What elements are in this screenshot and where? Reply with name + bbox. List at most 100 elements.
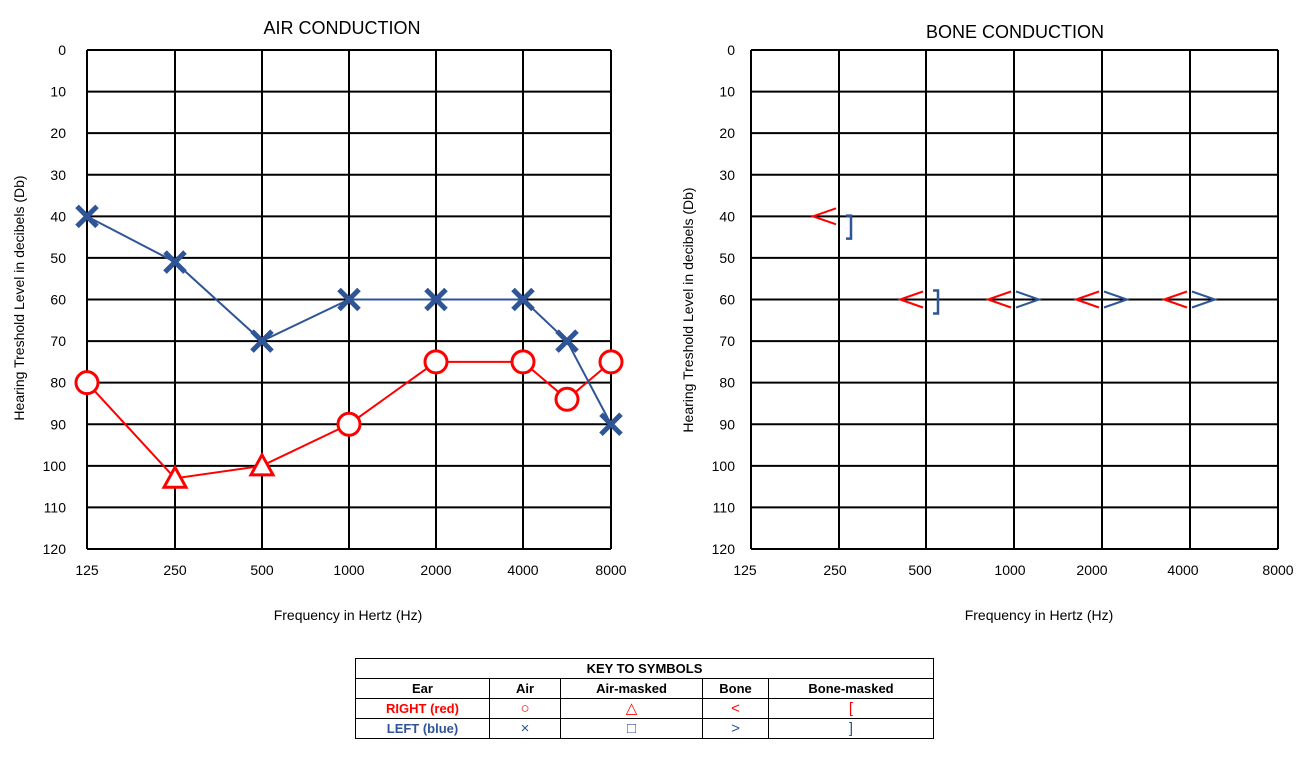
bone-marker-right-bone	[1072, 290, 1100, 309]
air-point-circle	[510, 349, 536, 375]
bone-marker-right-bone	[809, 207, 837, 226]
key-left-bone-masked-symbol: ]	[768, 718, 934, 739]
bone-y-tick-label: 70	[719, 333, 735, 349]
bone-marker-right-bone	[1160, 290, 1188, 309]
bone-y-tick-label: 0	[727, 42, 735, 58]
key-left-air-symbol: ×	[489, 718, 561, 739]
air-x-ticks: 125 250 500 1000 2000 4000 8000	[75, 562, 626, 578]
bone-x-tick-label: 8000	[1262, 562, 1293, 578]
air-point-x-stroke	[511, 287, 535, 312]
bone-marker-right-bone	[896, 290, 924, 309]
air-point-x-stroke	[163, 250, 187, 274]
key-header-bone-masked: Bone-masked	[768, 678, 934, 699]
bone-x-axis-label: Frequency in Hertz (Hz)	[965, 607, 1114, 623]
air-x-tick-label: 125	[75, 562, 99, 578]
air-point-x	[424, 287, 448, 312]
bone-y-ticks: 0 10 20 30 40 50 60 70 80 90 100 110 120	[712, 42, 736, 557]
key-right-air-symbol: ○	[489, 698, 561, 719]
bone-y-tick-label: 110	[713, 499, 736, 515]
bone-y-tick-label: 80	[719, 375, 735, 391]
key-right-ear: RIGHT (red)	[355, 698, 490, 719]
air-y-tick-label: 90	[50, 416, 66, 432]
air-y-ticks: 0 10 20 30 40 50 60 70 80 90 100 110 120	[43, 42, 67, 557]
symbol-key: KEY TO SYMBOLS Ear Air Air-masked Bone B…	[355, 658, 934, 758]
air-point-circle	[423, 349, 449, 375]
bone-marker-left-bone	[1191, 290, 1219, 309]
air-y-tick-label: 30	[50, 167, 66, 183]
bone-y-tick-label: 120	[712, 541, 736, 557]
bone-y-tick-label: 90	[719, 416, 735, 432]
air-series	[74, 204, 624, 489]
air-point-circle	[554, 386, 580, 412]
air-x-tick-label: 250	[163, 562, 187, 578]
key-left-bone-symbol: >	[702, 718, 769, 739]
key-header-air: Air	[489, 678, 561, 699]
air-x-tick-label: 4000	[507, 562, 538, 578]
bone-marker-right-bone	[984, 290, 1012, 309]
bone-y-tick-label: 60	[719, 292, 735, 308]
bone-chart-title: BONE CONDUCTION	[926, 22, 1104, 42]
key-header-air-masked: Air-masked	[560, 678, 703, 699]
air-x-tick-label: 1000	[333, 562, 364, 578]
air-point-x	[163, 250, 187, 274]
key-right-bone-masked-symbol: [	[768, 698, 934, 719]
air-y-tick-label: 80	[50, 375, 66, 391]
key-left-air-masked-symbol: □	[560, 718, 703, 739]
air-point-x-stroke	[599, 412, 623, 437]
key-right-bone-symbol: <	[702, 698, 769, 719]
air-chart-title: AIR CONDUCTION	[264, 18, 421, 38]
air-x-tick-label: 2000	[420, 562, 451, 578]
air-point-x	[555, 329, 579, 353]
bone-markers	[809, 207, 1219, 315]
bone-x-tick-label: 4000	[1167, 562, 1198, 578]
key-title: KEY TO SYMBOLS	[355, 658, 934, 679]
bone-conduction-chart: BONE CONDUCTION 0 10 20 30 40 50 60 70 80 90 100 11…	[680, 22, 1294, 623]
bone-x-tick-label: 1000	[994, 562, 1025, 578]
bone-x-tick-label: 500	[908, 562, 932, 578]
key-header-ear: Ear	[355, 678, 490, 699]
air-point-circle	[336, 411, 362, 437]
air-point-x	[250, 329, 274, 353]
air-y-tick-label: 0	[58, 42, 66, 58]
bone-y-tick-label: 50	[719, 250, 735, 266]
air-point-circle	[74, 370, 100, 396]
bone-y-tick-label: 30	[719, 167, 735, 183]
air-point-x-stroke	[555, 329, 579, 353]
air-x-axis-label: Frequency in Hertz (Hz)	[274, 607, 423, 623]
air-point-x	[599, 412, 623, 437]
bone-y-axis-label: Hearing Treshold Level in decibels (Db)	[680, 187, 696, 432]
air-x-tick-label: 500	[250, 562, 274, 578]
bone-y-tick-label: 20	[719, 125, 735, 141]
bone-grid	[750, 49, 1279, 550]
symbol-key-table: KEY TO SYMBOLS Ear Air Air-masked Bone B…	[355, 658, 934, 739]
bone-x-tick-label: 2000	[1076, 562, 1107, 578]
air-y-tick-label: 70	[50, 333, 66, 349]
air-y-tick-label: 20	[50, 125, 66, 141]
air-point-circle	[598, 349, 624, 375]
air-x-tick-label: 8000	[595, 562, 626, 578]
air-point-triangle	[161, 464, 189, 489]
bone-marker-left-bone	[1103, 290, 1131, 309]
air-point-x	[337, 287, 361, 312]
air-y-axis-label: Hearing Treshold Level in decibels (Db)	[11, 175, 27, 420]
bone-x-tick-label: 250	[823, 562, 847, 578]
bone-x-tick-label: 125	[733, 562, 757, 578]
air-y-tick-label: 10	[50, 84, 66, 100]
air-point-x-stroke	[250, 329, 274, 353]
bone-marker-left-bone-masked	[933, 289, 940, 315]
bone-y-tick-label: 40	[719, 208, 735, 224]
air-point-x	[75, 204, 99, 229]
bone-x-ticks: 125 250 500 1000 2000 4000 8000	[733, 562, 1293, 578]
air-y-tick-label: 100	[43, 458, 67, 474]
air-y-tick-label: 120	[43, 541, 67, 557]
air-y-tick-label: 60	[50, 292, 66, 308]
air-point-triangle	[248, 451, 276, 477]
key-left-ear: LEFT (blue)	[355, 718, 490, 739]
air-y-tick-label: 40	[50, 208, 66, 224]
key-header-bone: Bone	[702, 678, 769, 699]
air-y-tick-label: 110	[44, 499, 67, 515]
air-point-x-stroke	[337, 287, 361, 312]
air-y-tick-label: 50	[50, 250, 66, 266]
bone-y-tick-label: 10	[719, 84, 735, 100]
bone-y-tick-label: 100	[712, 458, 736, 474]
